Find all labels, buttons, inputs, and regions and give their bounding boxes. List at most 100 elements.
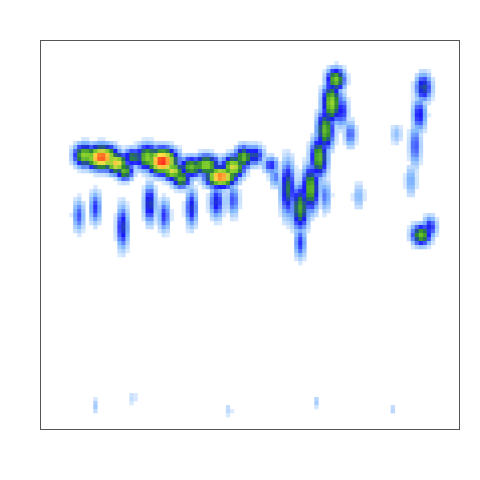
heat-cell xyxy=(121,205,126,210)
heat-cell xyxy=(141,197,146,202)
heat-cell xyxy=(322,169,327,174)
heat-cell xyxy=(177,173,182,178)
heat-cell xyxy=(221,161,227,166)
heat-cell xyxy=(101,153,106,158)
heat-cell xyxy=(177,157,182,162)
heat-cell xyxy=(145,205,150,210)
heat-cell xyxy=(250,157,255,162)
heat-cell xyxy=(278,177,283,182)
heat-cell xyxy=(306,197,311,202)
heat-cell xyxy=(69,145,74,150)
heat-cell xyxy=(350,121,355,126)
heat-cell xyxy=(346,133,351,138)
heat-cell xyxy=(326,73,331,78)
heat-cell xyxy=(157,209,162,214)
heat-cell xyxy=(109,141,114,146)
heat-cell xyxy=(141,201,146,206)
heat-cell xyxy=(173,181,178,186)
heat-cell xyxy=(89,197,94,202)
heat-cell xyxy=(350,137,355,142)
heat-cell xyxy=(338,85,343,90)
heat-cell xyxy=(157,217,162,222)
heat-cell xyxy=(294,197,299,202)
heat-cell xyxy=(161,225,166,230)
heat-cell xyxy=(225,149,231,154)
heat-cell xyxy=(306,205,311,210)
heat-cell xyxy=(241,173,247,178)
heat-cell xyxy=(77,141,82,146)
heat-cell xyxy=(101,141,106,146)
heat-cell xyxy=(205,205,211,210)
heat-cell xyxy=(326,201,331,206)
heat-cell xyxy=(290,193,295,198)
heat-cell xyxy=(125,241,130,246)
heat-cell xyxy=(314,157,319,162)
heat-cell xyxy=(342,109,347,114)
heat-cell xyxy=(430,241,436,246)
heat-cell xyxy=(418,245,424,250)
heat-cell xyxy=(430,93,436,98)
heat-cell xyxy=(402,181,408,186)
heat-cell xyxy=(262,169,267,174)
heat-cell xyxy=(302,201,307,206)
heat-cell xyxy=(153,157,158,162)
heat-cell xyxy=(294,209,299,214)
heat-cell xyxy=(410,133,416,138)
heat-cell xyxy=(185,209,191,214)
heat-cell xyxy=(97,141,102,146)
heat-cell xyxy=(430,229,436,234)
heat-cell xyxy=(117,197,122,202)
heat-cell xyxy=(418,149,424,154)
heat-cell xyxy=(414,181,420,186)
heat-cell xyxy=(310,189,315,194)
heat-cell xyxy=(237,165,243,170)
heat-cell xyxy=(233,185,239,190)
heat-cell xyxy=(346,77,351,82)
heat-cell xyxy=(233,205,239,210)
heat-cell xyxy=(237,189,243,194)
heat-cell xyxy=(241,141,247,146)
heat-cell xyxy=(149,161,154,166)
heat-cell xyxy=(294,225,299,230)
heat-cell xyxy=(173,169,178,174)
heat-cell xyxy=(282,209,287,214)
heat-cell xyxy=(250,145,255,150)
heat-cell xyxy=(338,109,343,114)
heat-cell xyxy=(149,145,154,150)
heat-cell xyxy=(286,193,291,198)
heat-cell xyxy=(390,129,395,134)
heat-cell xyxy=(117,233,122,238)
heat-cell xyxy=(294,233,299,238)
heat-cell xyxy=(121,213,126,218)
heat-cell xyxy=(169,213,174,218)
heat-cell xyxy=(310,193,315,198)
heat-cell xyxy=(406,129,412,134)
heat-cell xyxy=(414,241,420,246)
heat-cell xyxy=(310,141,315,146)
heat-cell xyxy=(414,149,420,154)
heat-cell xyxy=(241,149,247,154)
heat-cell xyxy=(318,137,323,142)
heat-cell xyxy=(334,65,339,70)
heat-cell xyxy=(77,169,82,174)
heat-cell xyxy=(89,165,94,170)
heat-cell xyxy=(302,205,307,210)
heat-cell xyxy=(282,193,287,198)
heat-cell xyxy=(209,205,215,210)
heat-cell xyxy=(177,189,182,194)
heat-cell xyxy=(161,209,166,214)
heat-cell xyxy=(306,177,311,182)
heat-cell xyxy=(217,153,223,158)
heat-cell xyxy=(350,193,355,198)
heat-cell xyxy=(185,189,191,194)
heat-cell xyxy=(165,161,170,166)
heat-cell xyxy=(390,137,395,142)
heat-cell xyxy=(334,101,339,106)
heat-cell xyxy=(157,149,162,154)
heat-cell xyxy=(334,97,339,102)
heat-cell xyxy=(209,189,215,194)
heat-cell xyxy=(77,201,82,206)
heat-cell xyxy=(414,73,420,78)
heat-cell xyxy=(342,81,347,86)
heat-cell xyxy=(362,193,367,198)
